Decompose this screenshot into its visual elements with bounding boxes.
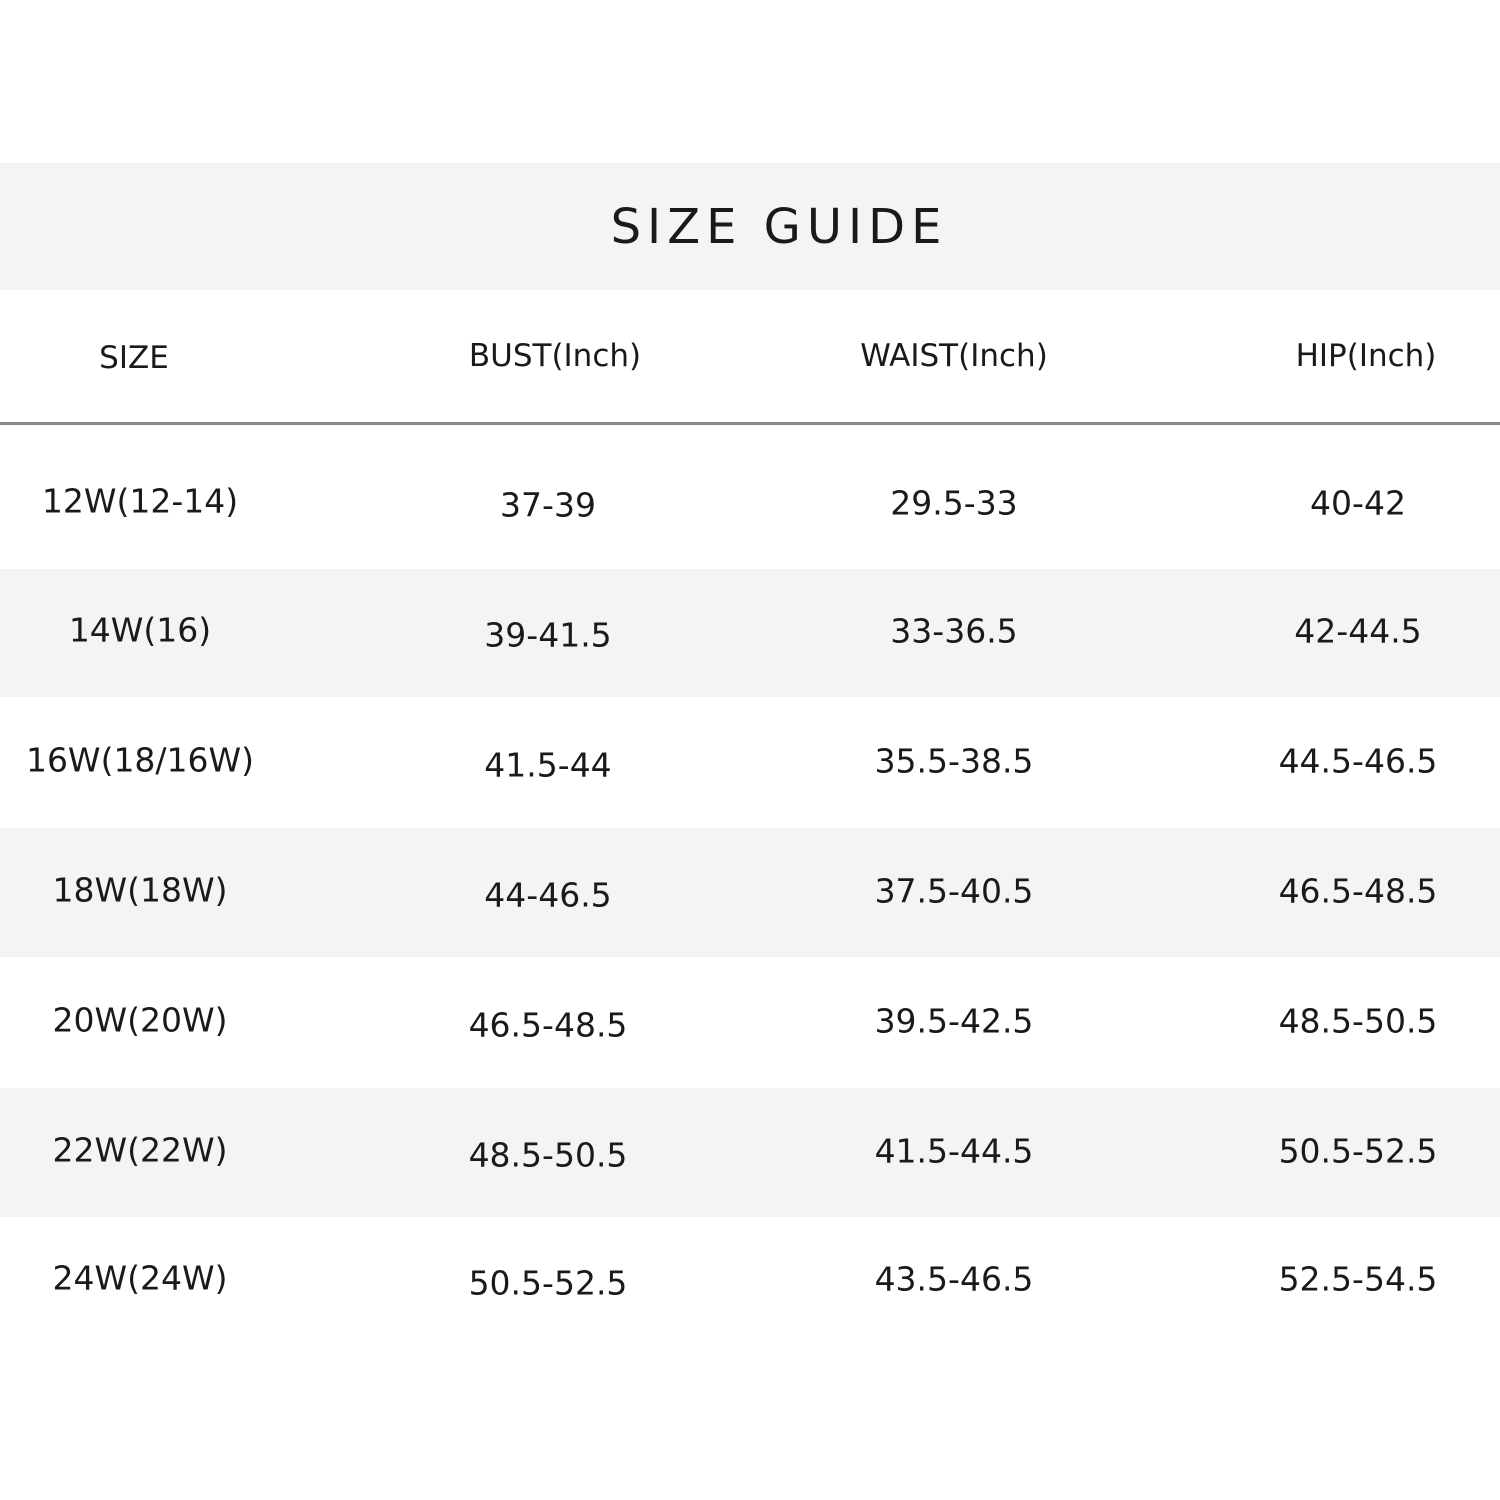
cell-waist: 35.5-38.5 (874, 741, 1034, 780)
cell-bust: 46.5-48.5 (468, 1005, 628, 1044)
cell-waist: 43.5-46.5 (874, 1259, 1034, 1299)
table-row: 22W(22W) 48.5-50.5 41.5-44.5 50.5-52.5 (0, 1088, 1500, 1217)
cell-bust: 37-39 (500, 485, 596, 525)
cell-bust: 44-46.5 (484, 875, 612, 914)
cell-bust: 39-41.5 (484, 615, 612, 655)
cell-bust: 50.5-52.5 (468, 1263, 628, 1303)
cell-hip: 40-42 (1310, 483, 1406, 523)
cell-size: 14W(16) (68, 610, 212, 650)
column-header-bust: BUST(Inch) (468, 338, 642, 374)
table-row: 20W(20W) 46.5-48.5 39.5-42.5 48.5-50.5 (0, 957, 1500, 1088)
cell-waist: 33-36.5 (890, 611, 1018, 651)
cell-waist: 37.5-40.5 (874, 871, 1034, 910)
cell-size: 16W(18/16W) (25, 740, 255, 779)
page-title: SIZE GUIDE (610, 198, 948, 255)
cell-size: 22W(22W) (52, 1130, 228, 1169)
cell-hip: 42-44.5 (1294, 611, 1422, 651)
cell-size: 12W(12-14) (41, 481, 239, 521)
cell-size: 20W(20W) (52, 1000, 228, 1039)
header-divider (0, 422, 1500, 425)
cell-size: 24W(24W) (52, 1258, 228, 1298)
cell-bust: 48.5-50.5 (468, 1135, 628, 1174)
table-row: 16W(18/16W) 41.5-44 35.5-38.5 44.5-46.5 (0, 697, 1500, 828)
cell-hip: 46.5-48.5 (1278, 871, 1438, 910)
cell-hip: 48.5-50.5 (1278, 1001, 1438, 1040)
title-band: SIZE GUIDE (0, 163, 1500, 290)
cell-waist: 29.5-33 (890, 483, 1018, 523)
cell-waist: 41.5-44.5 (874, 1131, 1034, 1170)
cell-bust: 41.5-44 (484, 745, 612, 784)
table-header: SIZE BUST(Inch) WAIST(Inch) HIP(Inch) (0, 290, 1500, 422)
table-row: 18W(18W) 44-46.5 37.5-40.5 46.5-48.5 (0, 828, 1500, 957)
table-row: 14W(16) 39-41.5 33-36.5 42-44.5 (0, 569, 1500, 697)
column-header-size: SIZE (99, 340, 169, 376)
cell-hip: 52.5-54.5 (1278, 1259, 1438, 1299)
cell-size: 18W(18W) (52, 870, 228, 909)
column-header-hip: HIP(Inch) (1295, 338, 1437, 374)
cell-hip: 50.5-52.5 (1278, 1131, 1438, 1170)
cell-waist: 39.5-42.5 (874, 1001, 1034, 1040)
table-row: 12W(12-14) 37-39 29.5-33 40-42 (0, 425, 1500, 569)
table-row: 24W(24W) 50.5-52.5 43.5-46.5 52.5-54.5 (0, 1217, 1500, 1345)
cell-hip: 44.5-46.5 (1278, 741, 1438, 780)
column-header-waist: WAIST(Inch) (860, 338, 1048, 374)
